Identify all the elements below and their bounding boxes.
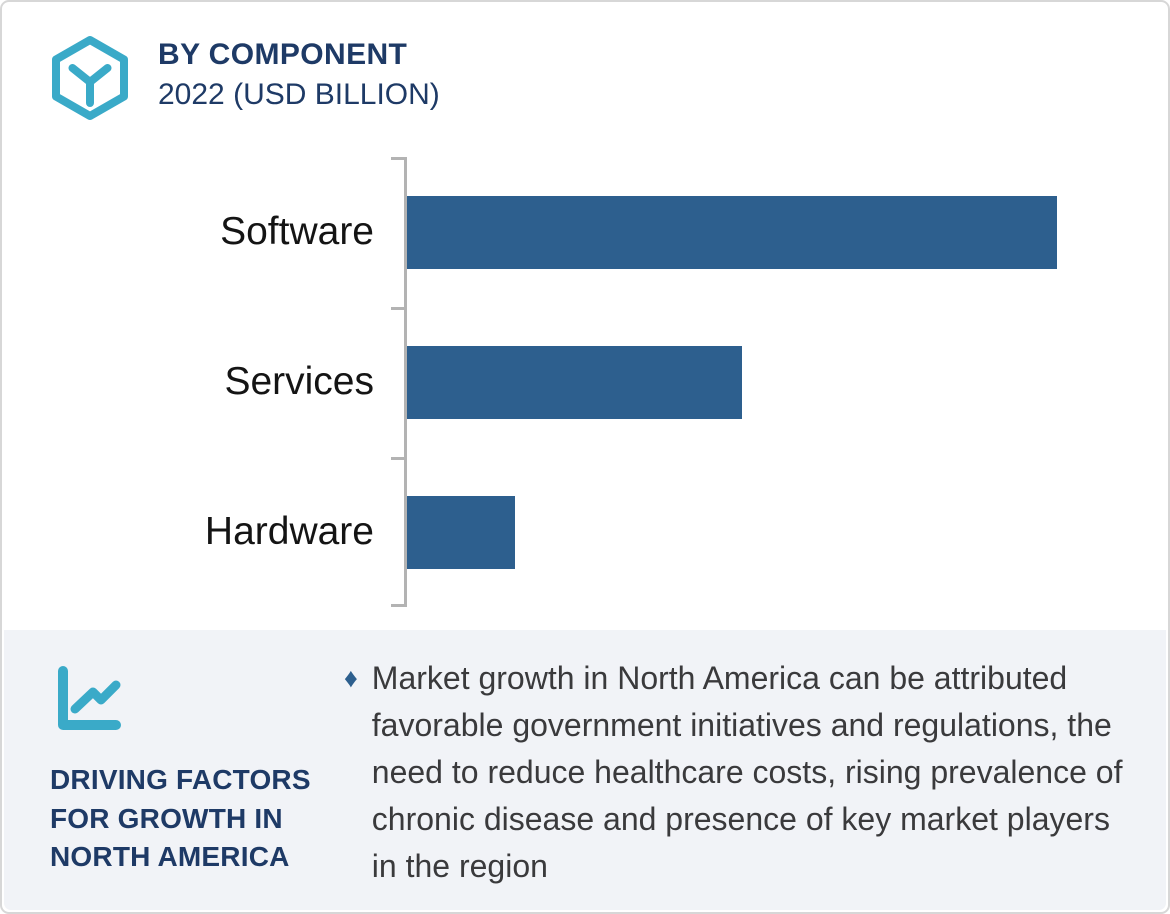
diamond-bullet-icon: ♦: [344, 663, 358, 693]
hexagon-cube-icon: [52, 36, 128, 120]
axis-tick: [391, 307, 405, 310]
axis-tick: [391, 157, 405, 160]
bar-software: [407, 196, 1057, 269]
axis-tick: [391, 457, 405, 460]
driving-factors-panel: DRIVING FACTORS FOR GROWTH IN NORTH AMER…: [4, 630, 1166, 910]
chart-header: BY COMPONENT 2022 (USD BILLION): [48, 35, 440, 121]
chart-row-services: Services: [2, 307, 1168, 457]
bar-track: [407, 346, 1057, 419]
bar-track: [407, 196, 1057, 269]
category-label-services: Services: [224, 360, 374, 403]
chart-row-hardware: Hardware: [2, 457, 1168, 607]
chart-subtitle: 2022 (USD BILLION): [158, 78, 440, 111]
axis-tick: [391, 604, 405, 607]
category-label-hardware: Hardware: [204, 510, 374, 553]
bar-hardware: [407, 496, 515, 569]
bar-chart: Software Services Hardware: [2, 157, 1168, 607]
category-label-software: Software: [220, 210, 374, 253]
bullet-item: ♦ Market growth in North America can be …: [344, 630, 1136, 910]
bar-services: [407, 346, 742, 419]
panel-left-column: DRIVING FACTORS FOR GROWTH IN NORTH AMER…: [4, 630, 344, 910]
chart-row-software: Software: [2, 157, 1168, 307]
chart-title: BY COMPONENT: [158, 38, 408, 71]
bar-track: [407, 496, 1057, 569]
y-axis-line: [404, 157, 407, 607]
bullet-text: Market growth in North America can be at…: [371, 660, 1123, 884]
panel-heading: DRIVING FACTORS FOR GROWTH IN NORTH AMER…: [50, 764, 311, 873]
line-chart-icon: [58, 666, 121, 730]
chart-title-block: BY COMPONENT 2022 (USD BILLION): [158, 35, 440, 112]
